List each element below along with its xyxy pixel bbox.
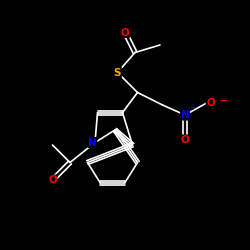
Text: S: S	[114, 68, 121, 78]
Text: −: −	[220, 96, 228, 106]
Text: O: O	[48, 175, 57, 185]
Text: N: N	[88, 138, 97, 147]
Text: O: O	[206, 98, 215, 108]
Text: O: O	[180, 135, 190, 145]
Text: N: N	[180, 110, 190, 120]
Text: +: +	[189, 104, 195, 112]
Text: O: O	[120, 28, 130, 38]
